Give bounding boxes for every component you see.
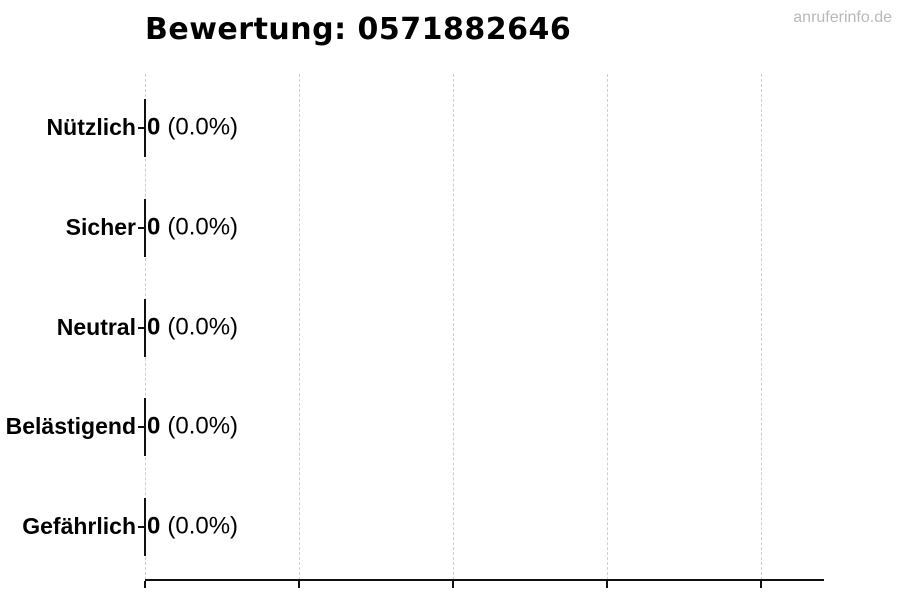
x-axis-tick xyxy=(606,581,608,588)
y-axis-tick xyxy=(138,127,144,129)
y-axis-tick xyxy=(138,327,144,329)
gridline xyxy=(607,74,608,580)
watermark: anruferinfo.de xyxy=(793,9,892,26)
x-axis-tick xyxy=(144,581,146,588)
y-axis-tick xyxy=(138,227,144,229)
zero-value-bar xyxy=(144,299,146,357)
bar-percent: (0.0%) xyxy=(167,113,239,141)
bar-percent: (0.0%) xyxy=(167,412,239,440)
zero-value-bar xyxy=(144,199,146,257)
bar-count: 0 xyxy=(147,512,161,540)
y-axis-tick xyxy=(138,426,144,428)
gridline xyxy=(299,74,300,580)
zero-value-bar xyxy=(144,498,146,556)
bar-value-label: 0 (0.0%) xyxy=(147,412,238,440)
gridline xyxy=(761,74,762,580)
bar-percent: (0.0%) xyxy=(167,213,239,241)
category-label: Sicher xyxy=(65,213,136,240)
zero-value-bar xyxy=(144,398,146,456)
bar-percent: (0.0%) xyxy=(167,512,239,540)
x-axis-tick xyxy=(298,581,300,588)
category-label: Neutral xyxy=(56,313,136,340)
bar-count: 0 xyxy=(147,313,161,341)
category-label: Belästigend xyxy=(5,412,136,439)
bar-count: 0 xyxy=(147,113,161,141)
bar-value-label: 0 (0.0%) xyxy=(147,113,238,141)
x-axis-tick xyxy=(760,581,762,588)
y-axis-tick xyxy=(138,526,144,528)
zero-value-bar xyxy=(144,99,146,157)
chart-title: Bewertung: 0571882646 xyxy=(145,12,572,47)
bar-count: 0 xyxy=(147,412,161,440)
gridline xyxy=(453,74,454,580)
x-axis-line xyxy=(145,579,824,581)
bar-count: 0 xyxy=(147,213,161,241)
bar-value-label: 0 (0.0%) xyxy=(147,512,238,540)
bar-value-label: 0 (0.0%) xyxy=(147,313,238,341)
x-axis-tick xyxy=(452,581,454,588)
category-label: Nützlich xyxy=(46,113,136,140)
category-label: Gefährlich xyxy=(22,512,136,539)
bar-percent: (0.0%) xyxy=(167,313,239,341)
bar-value-label: 0 (0.0%) xyxy=(147,213,238,241)
